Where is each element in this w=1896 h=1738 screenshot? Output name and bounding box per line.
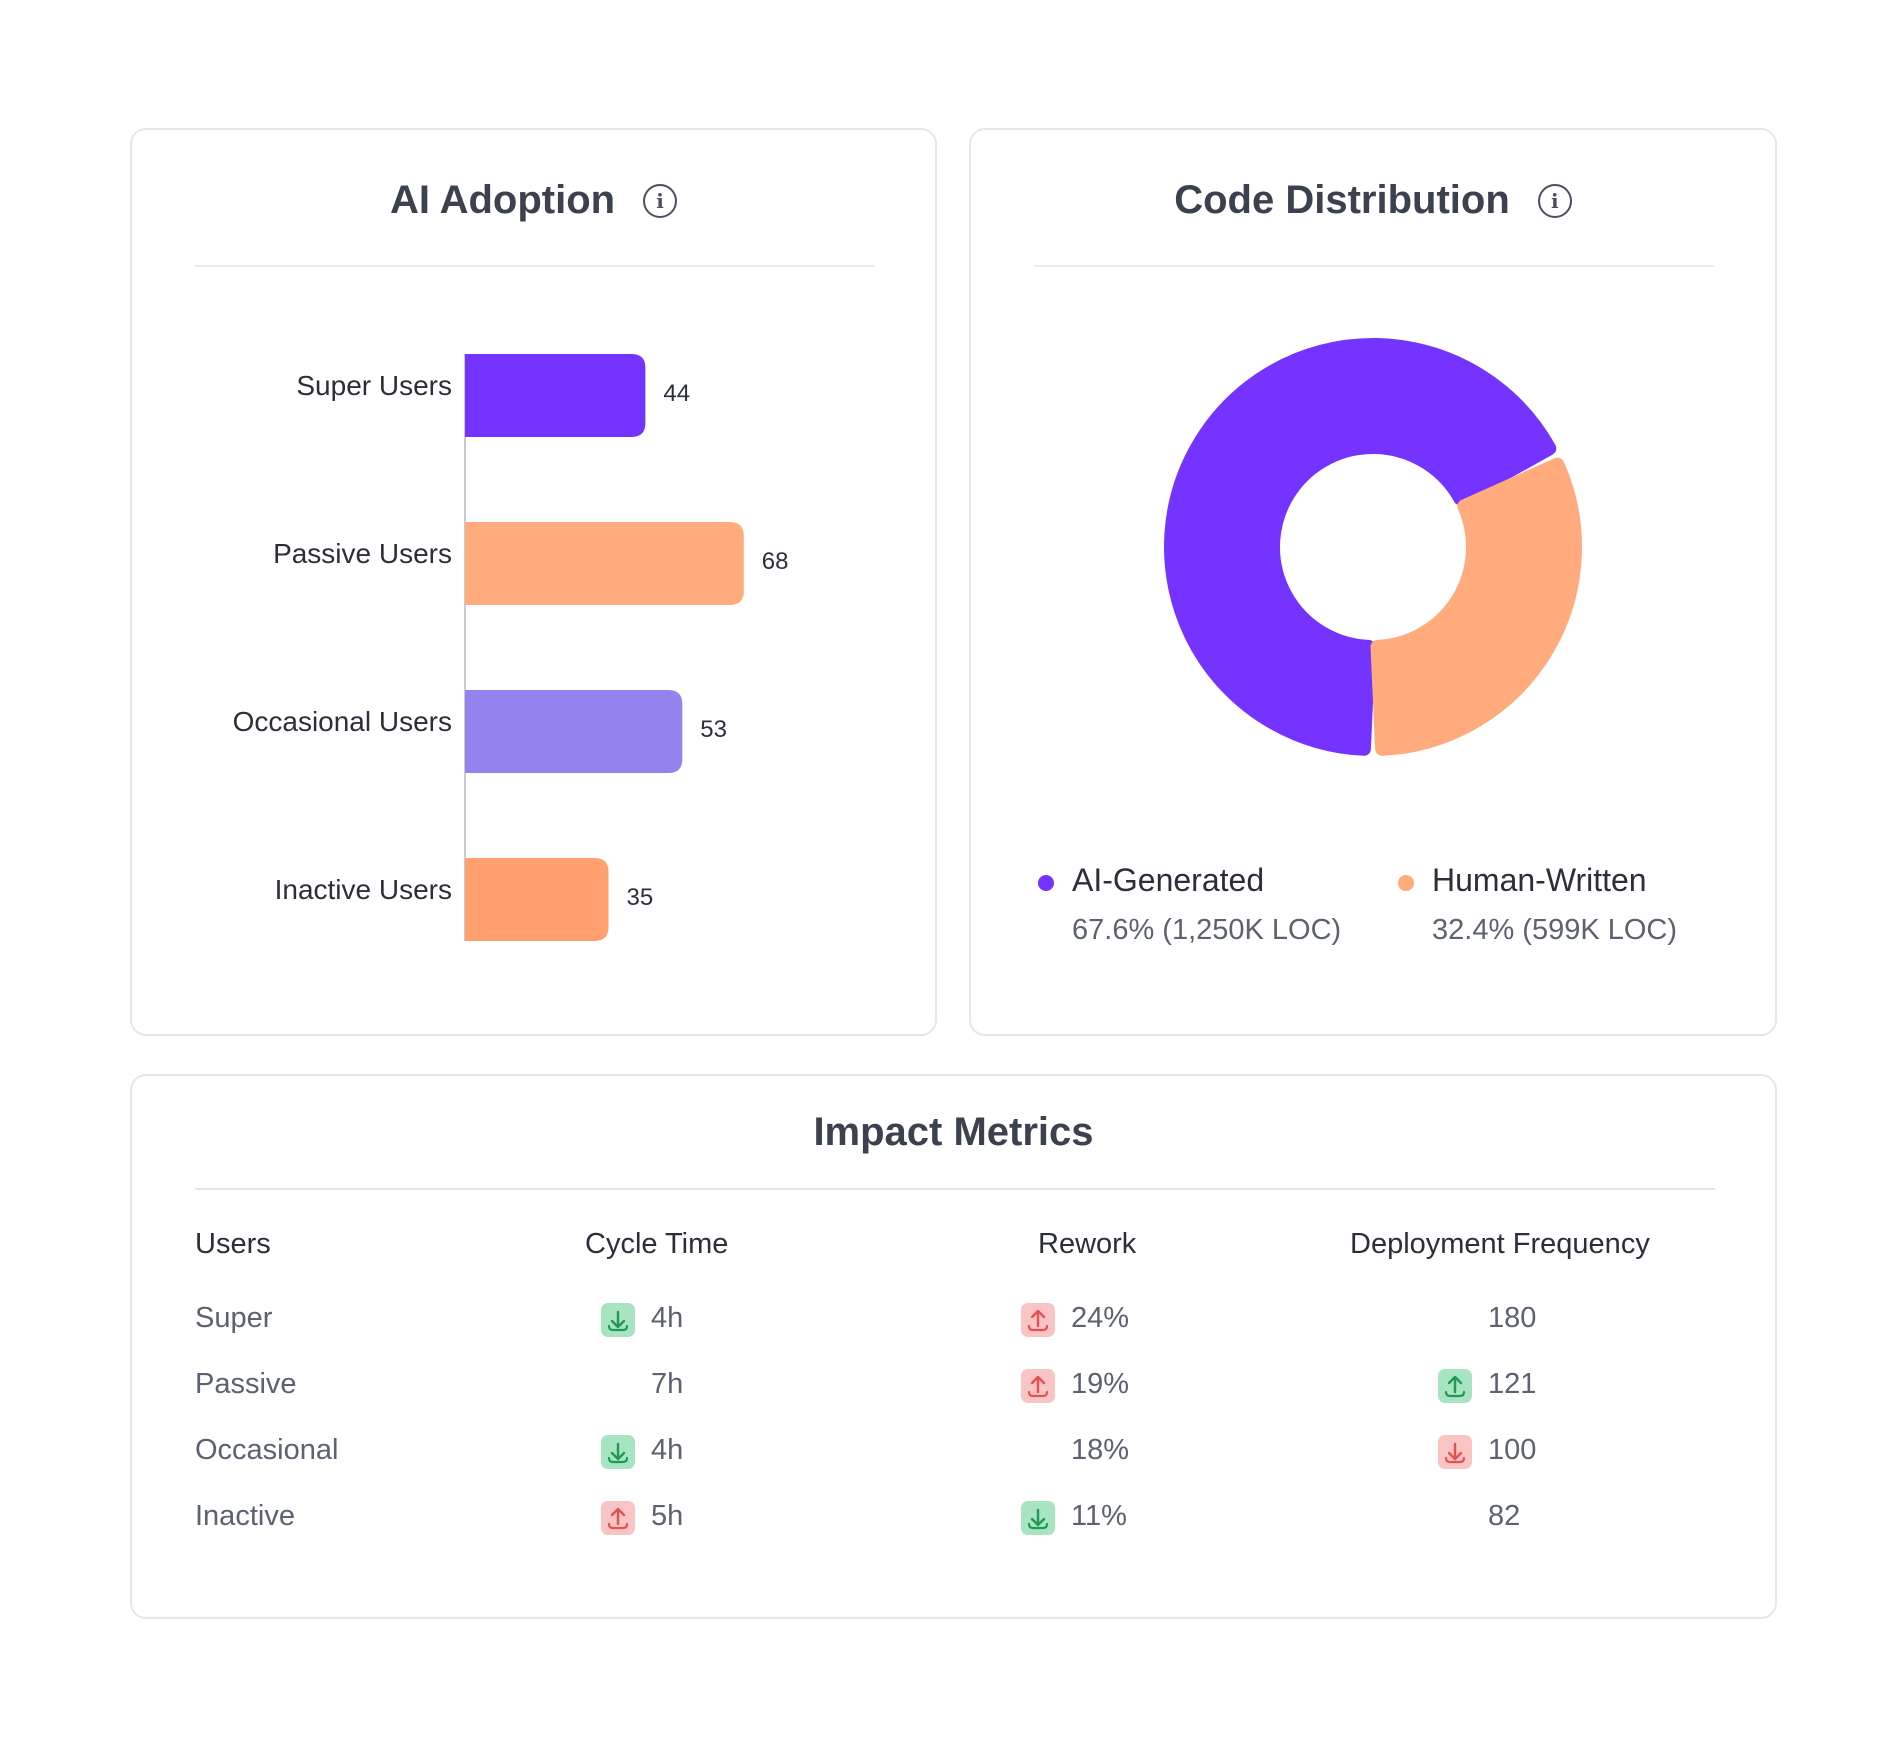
bar-value-label: 68 <box>761 548 789 575</box>
row-user-label: Occasional <box>195 1434 339 1466</box>
bar-label: Super Users <box>296 370 452 401</box>
arrow-down-icon <box>1438 1435 1472 1469</box>
bar-super-users <box>465 354 646 437</box>
code-distribution-title-row: Code Distribution i <box>971 178 1775 223</box>
arrow-down-icon <box>1021 1501 1055 1535</box>
arrow-up-icon <box>1438 1369 1472 1403</box>
bar-label: Inactive Users <box>274 874 452 905</box>
legend-human-written-name: Human-Written <box>1432 862 1647 898</box>
bar-value-label: 44 <box>663 380 691 407</box>
legend-dot-ai-generated <box>1038 875 1054 891</box>
impact-metrics-card: Impact Metrics Users Cycle Time Rework D… <box>130 1074 1777 1619</box>
row-user-label: Passive <box>195 1368 297 1400</box>
info-icon[interactable]: i <box>1537 183 1572 218</box>
ai-adoption-title-row: AI Adoption i <box>132 178 935 223</box>
info-icon[interactable]: i <box>643 183 678 218</box>
header-rework: Rework <box>1038 1228 1137 1260</box>
arrow-down-icon <box>601 1303 635 1337</box>
metric-value-rework: 18% <box>1071 1434 1130 1466</box>
ai-adoption-divider <box>195 265 875 267</box>
code-distribution-divider <box>1034 265 1714 267</box>
code-distribution-donut-chart <box>1164 338 1582 756</box>
legend-ai-generated-detail: 67.6% (1,250K LOC) <box>1072 914 1342 946</box>
metric-value-deploy: 121 <box>1488 1368 1537 1400</box>
row-user-label: Super <box>195 1302 273 1334</box>
metric-value-rework: 11% <box>1071 1500 1127 1532</box>
arrow-up-icon <box>601 1501 635 1535</box>
donut-slice-human-written <box>1370 457 1582 756</box>
row-user-label: Inactive <box>195 1500 295 1532</box>
metric-value-rework: 19% <box>1071 1368 1130 1400</box>
header-cycle-time: Cycle Time <box>585 1228 729 1260</box>
arrow-up-icon <box>1021 1303 1055 1337</box>
metric-value-deploy: 180 <box>1488 1302 1537 1334</box>
legend-ai-generated-name: AI-Generated <box>1072 862 1265 898</box>
bar-passive-users <box>465 522 744 605</box>
ai-adoption-card: AI Adoption i Super Users 44 Passive Users… <box>130 128 937 1036</box>
donut-slice-ai-generated <box>1164 338 1557 756</box>
bar-occasional-users <box>465 690 683 773</box>
legend-human-written-detail: 32.4% (599K LOC) <box>1432 914 1678 946</box>
metric-value-deploy: 82 <box>1488 1500 1521 1532</box>
metric-value-cycle: 5h <box>651 1500 684 1532</box>
impact-metrics-title: Impact Metrics <box>813 1110 1094 1154</box>
arrow-down-icon <box>601 1435 635 1469</box>
arrow-up-icon <box>1021 1369 1055 1403</box>
header-deployment-frequency: Deployment Frequency <box>1350 1228 1650 1260</box>
bar-label: Occasional Users <box>232 706 452 737</box>
ai-adoption-title: AI Adoption <box>389 178 616 222</box>
impact-metrics-divider <box>195 1188 1715 1190</box>
bar-label: Passive Users <box>273 538 452 569</box>
metric-value-cycle: 7h <box>651 1368 684 1400</box>
legend-dot-human-written <box>1398 875 1414 891</box>
code-distribution-title: Code Distribution <box>1174 178 1510 222</box>
metric-value-rework: 24% <box>1071 1302 1130 1334</box>
bar-value-label: 35 <box>626 884 654 911</box>
code-distribution-card: Code Distribution i AI-Generated 67.6% (… <box>969 128 1777 1036</box>
metric-value-cycle: 4h <box>651 1434 684 1466</box>
ai-adoption-bar-chart <box>464 354 744 941</box>
bar-value-label: 53 <box>700 716 727 743</box>
metric-value-deploy: 100 <box>1488 1434 1537 1466</box>
metric-value-cycle: 4h <box>651 1302 684 1334</box>
header-users: Users <box>195 1228 271 1260</box>
bar-inactive-users <box>465 858 609 941</box>
